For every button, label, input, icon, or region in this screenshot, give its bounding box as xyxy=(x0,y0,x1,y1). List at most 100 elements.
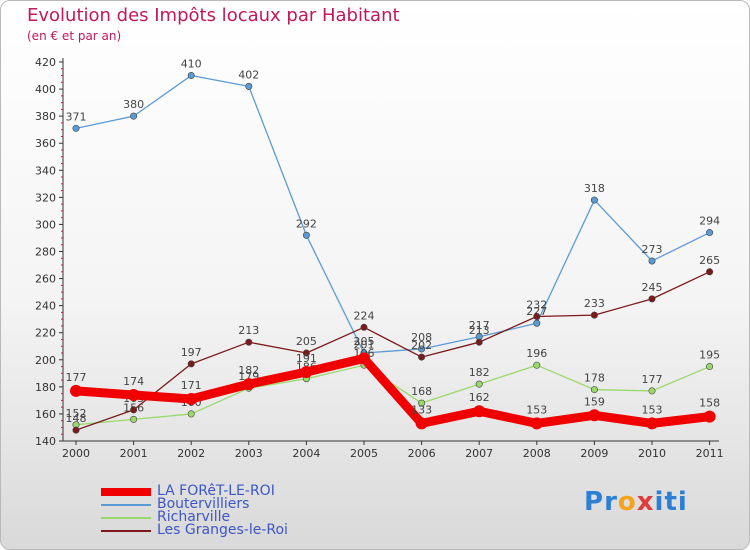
data-label: 202 xyxy=(411,339,432,352)
data-label: 158 xyxy=(699,397,720,410)
data-label: 402 xyxy=(238,68,259,81)
x-tick-label: 2005 xyxy=(350,447,378,460)
data-point xyxy=(646,417,658,430)
data-point xyxy=(72,124,80,132)
x-tick-label: 2008 xyxy=(523,447,551,460)
logo-letter: o xyxy=(617,487,637,517)
data-label: 208 xyxy=(411,331,432,344)
legend-item-la-foret-le-roi: LA FORêT-LE-ROI xyxy=(101,484,401,498)
data-label: 318 xyxy=(584,182,605,195)
data-label: 233 xyxy=(584,297,605,310)
legend-label: Richarville xyxy=(157,509,231,525)
data-point xyxy=(473,405,486,418)
y-tick-label: 340 xyxy=(35,164,56,177)
chart-subtitle: (en € et par an) xyxy=(27,29,122,43)
data-label: 201 xyxy=(354,338,375,351)
data-label: 177 xyxy=(642,373,663,386)
x-tick-label: 2001 xyxy=(120,447,148,460)
data-point xyxy=(530,417,543,430)
data-point xyxy=(245,338,253,346)
logo-letter: i xyxy=(677,487,688,517)
data-label: 197 xyxy=(181,346,202,359)
legend-swatch xyxy=(101,517,151,519)
data-label: 213 xyxy=(469,324,490,337)
data-point xyxy=(648,387,656,395)
data-label: 213 xyxy=(238,324,259,337)
legend-label: Les Granges-le-Roi xyxy=(157,522,288,538)
data-point xyxy=(590,311,598,319)
logo-letter: x xyxy=(636,487,655,517)
x-tick-label: 2003 xyxy=(235,447,263,460)
data-point xyxy=(415,417,428,430)
y-tick-label: 160 xyxy=(35,408,56,421)
data-label: 152 xyxy=(66,407,87,420)
data-label: 245 xyxy=(642,281,663,294)
x-tick-label: 2009 xyxy=(580,447,608,460)
data-label: 178 xyxy=(584,372,605,385)
chart-title: Evolution des Impôts locaux par Habitant xyxy=(27,5,400,26)
data-label: 148 xyxy=(66,412,87,425)
data-label: 191 xyxy=(296,352,317,365)
data-label: 227 xyxy=(526,305,547,318)
x-tick-label: 2011 xyxy=(696,447,724,460)
y-tick-label: 300 xyxy=(35,218,56,231)
data-point xyxy=(300,365,313,378)
data-point xyxy=(588,409,601,422)
x-tick-label: 2010 xyxy=(638,447,666,460)
y-tick-label: 400 xyxy=(35,83,56,96)
data-point xyxy=(703,410,716,423)
data-label: 232 xyxy=(526,298,547,311)
data-point xyxy=(590,196,598,204)
data-label: 205 xyxy=(296,335,317,348)
data-point xyxy=(706,229,714,237)
series-line xyxy=(75,74,711,354)
series-line xyxy=(75,271,711,431)
y-tick-label: 180 xyxy=(35,381,56,394)
data-point xyxy=(590,386,598,394)
data-label: 177 xyxy=(66,371,87,384)
data-point xyxy=(648,295,656,303)
data-point xyxy=(418,399,426,407)
data-label: 371 xyxy=(66,110,87,123)
data-label: 410 xyxy=(181,58,202,71)
y-tick-label: 140 xyxy=(35,435,56,448)
legend-swatch xyxy=(101,530,151,532)
data-point xyxy=(130,415,138,423)
data-point xyxy=(130,406,138,414)
data-point xyxy=(475,380,483,388)
y-tick-label: 360 xyxy=(35,137,56,150)
y-tick-label: 260 xyxy=(35,273,56,286)
data-point xyxy=(533,361,541,369)
x-tick-label: 2007 xyxy=(465,447,493,460)
y-tick-label: 200 xyxy=(35,354,56,367)
y-tick-label: 240 xyxy=(35,300,56,313)
x-tick-label: 2002 xyxy=(177,447,205,460)
data-label: 182 xyxy=(469,366,490,379)
data-label: 174 xyxy=(123,375,144,388)
data-point xyxy=(187,360,195,368)
data-label: 294 xyxy=(699,215,720,228)
logo-letter: P xyxy=(584,487,605,517)
data-label: 153 xyxy=(642,403,663,416)
legend-label: Boutervilliers xyxy=(157,496,250,512)
data-point xyxy=(648,257,656,265)
x-tick-label: 2006 xyxy=(408,447,436,460)
data-label: 133 xyxy=(411,403,432,416)
data-point xyxy=(706,363,714,371)
logo-letter: t xyxy=(664,487,678,517)
y-tick-label: 220 xyxy=(35,327,56,340)
data-point xyxy=(72,426,80,434)
logo-letter: i xyxy=(654,487,665,517)
data-point xyxy=(70,384,82,397)
data-point xyxy=(533,312,541,320)
data-point xyxy=(475,338,483,346)
data-point xyxy=(418,345,426,353)
y-tick-label: 320 xyxy=(35,191,56,204)
data-label: 292 xyxy=(296,217,317,230)
y-tick-label: 420 xyxy=(35,56,56,69)
data-label: 380 xyxy=(123,98,144,111)
data-label: 162 xyxy=(469,391,490,404)
data-point xyxy=(358,352,370,365)
data-label: 171 xyxy=(181,379,202,392)
